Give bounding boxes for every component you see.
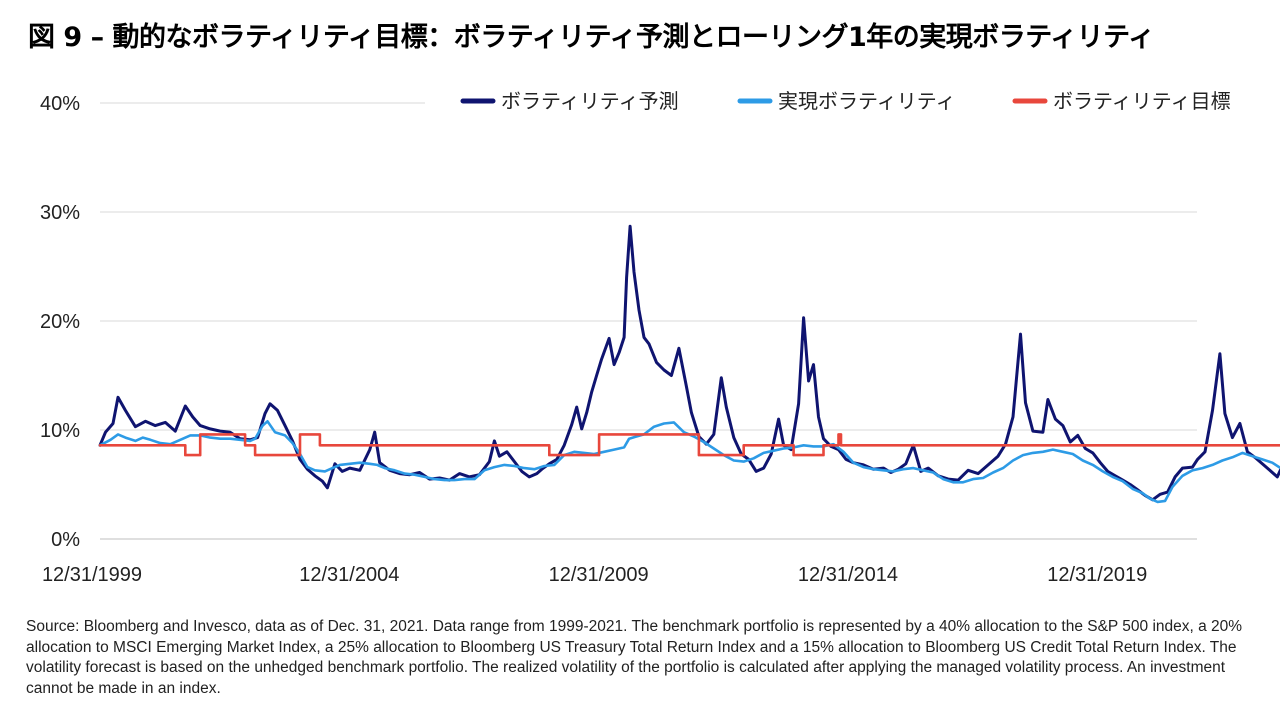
- x-tick-label: 12/31/2019: [1047, 564, 1147, 586]
- y-tick-label: 20%: [40, 311, 80, 333]
- x-tick-label: 12/31/2014: [798, 564, 898, 586]
- source-footnote: Source: Bloomberg and Invesco, data as o…: [26, 618, 1243, 697]
- x-axis-ticks: 12/31/1999 12/31/2004 12/31/2009 12/31/2014…: [42, 564, 1147, 586]
- series-line-3: [98, 433, 1280, 457]
- legend-label: ボラティリティ予測: [501, 89, 679, 113]
- chart-area: 0% 10% 20% 30% 40% 12/31/1999 12/31/2004 12/31…: [0, 70, 1280, 600]
- series-lines: [98, 224, 1280, 504]
- volatility-line-chart: 0%10%20%30%40% 12/31/1999 12/31/2004 12/31…: [40, 89, 1280, 586]
- y-tick-label: 40%: [40, 93, 80, 115]
- legend-label: ボラティリティ目標: [1053, 89, 1231, 113]
- y-tick-label: 0%: [51, 529, 80, 551]
- gridlines: [100, 102, 1197, 540]
- y-tick-label: 30%: [40, 202, 80, 224]
- y-tick-label: 10%: [40, 420, 80, 442]
- series-line-2: [98, 420, 1280, 504]
- y-axis-ticks: 0% 10% 20% 30% 40%: [40, 93, 80, 551]
- legend-label: 実現ボラティリティ: [778, 89, 956, 113]
- legend: ボラティリティ予測 実現ボラティリティ ボラティリティ目標: [460, 89, 1231, 113]
- x-tick-label: 12/31/2009: [549, 564, 649, 586]
- x-tick-label: 12/31/1999: [42, 564, 142, 586]
- series-line-1: [98, 224, 1280, 502]
- chart-title: 図 9 – 動的なボラティリティ目標：ボラティリティ予測とローリング1年の実現ボ…: [28, 22, 1155, 53]
- x-tick-label: 12/31/2004: [299, 564, 399, 586]
